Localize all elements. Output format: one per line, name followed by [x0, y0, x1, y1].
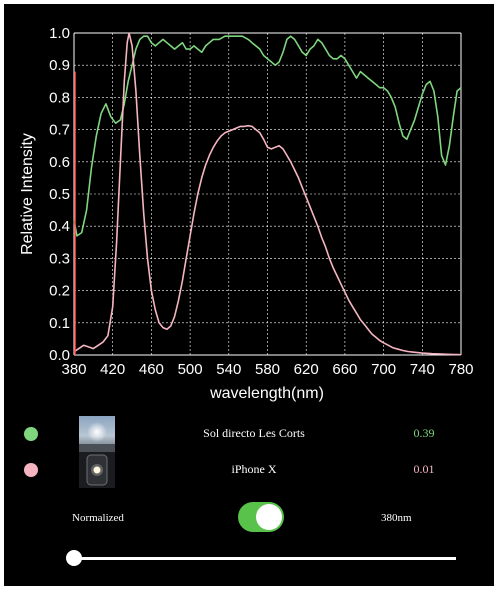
y-tick-label: 0.4: [49, 218, 70, 235]
wavelength-slider-thumb[interactable]: [66, 550, 82, 566]
series-lines: [73, 32, 462, 356]
y-tick-label: 1.0: [49, 25, 70, 42]
x-tick-labels: 380 420 460 500 540 580 620 660 700 740 780: [61, 361, 473, 378]
chart-grid: [73, 32, 462, 356]
legend-dot-iphone: [24, 463, 38, 477]
x-tick-label: 580: [255, 361, 280, 378]
y-tick-label: 0.3: [49, 250, 70, 267]
series-line-iphone: [73, 32, 462, 356]
y-tick-label: 0.2: [49, 283, 70, 300]
series-line-sun: [73, 35, 462, 237]
x-tick-label: 660: [332, 361, 357, 378]
y-tick-label: 0.8: [49, 89, 70, 106]
x-tick-label: 740: [410, 361, 435, 378]
x-tick-label: 380: [61, 361, 86, 378]
normalized-label: Normalized: [72, 512, 124, 524]
legend-name-sun: Sol directo Les Corts: [203, 426, 305, 440]
y-tick-label: 0.0: [49, 347, 70, 364]
y-tick-label: 0.1: [49, 315, 70, 332]
legend-row-sun[interactable]: Sol directo Les Corts 0.39: [4, 412, 494, 456]
y-tick-labels: 0.0 0.1 0.2 0.3 0.4 0.5 0.6 0.7 0.8 0.9 1.0: [49, 25, 70, 364]
legend-name-iphone: iPhone X: [231, 462, 277, 476]
y-axis-title: Relative Intensity: [19, 133, 36, 255]
y-tick-label: 0.7: [49, 122, 70, 139]
x-tick-label: 460: [139, 361, 164, 378]
spectrum-chart: 0.0 0.1 0.2 0.3 0.4 0.5 0.6 0.7 0.8 0.9 1.0 380 420…: [19, 25, 474, 402]
legend-row-iphone[interactable]: iPhone X 0.01: [4, 448, 494, 492]
toggle-knob: [256, 504, 282, 530]
x-tick-label: 700: [371, 361, 396, 378]
normalize-toggle[interactable]: [238, 502, 284, 532]
wavelength-slider-track[interactable]: [74, 557, 456, 560]
wavelength-readout: 380nm: [381, 512, 412, 524]
phone-light-photo-icon: [79, 452, 115, 488]
x-tick-label: 540: [216, 361, 241, 378]
y-tick-label: 0.6: [49, 154, 70, 171]
legend-value-iphone: 0.01: [413, 462, 435, 476]
legend-dot-sun: [24, 427, 38, 441]
legend-value-sun: 0.39: [413, 426, 435, 440]
x-axis-title: wavelength(nm): [209, 385, 324, 402]
sky-photo-icon: [79, 416, 115, 452]
x-tick-label: 500: [178, 361, 203, 378]
y-tick-label: 0.5: [49, 186, 70, 203]
x-tick-label: 420: [100, 361, 125, 378]
spectrum-viewer: 0.0 0.1 0.2 0.3 0.4 0.5 0.6 0.7 0.8 0.9 1.0 380 420…: [4, 4, 494, 586]
y-tick-label: 0.9: [49, 57, 70, 74]
x-tick-label: 780: [448, 361, 473, 378]
x-tick-label: 620: [294, 361, 319, 378]
